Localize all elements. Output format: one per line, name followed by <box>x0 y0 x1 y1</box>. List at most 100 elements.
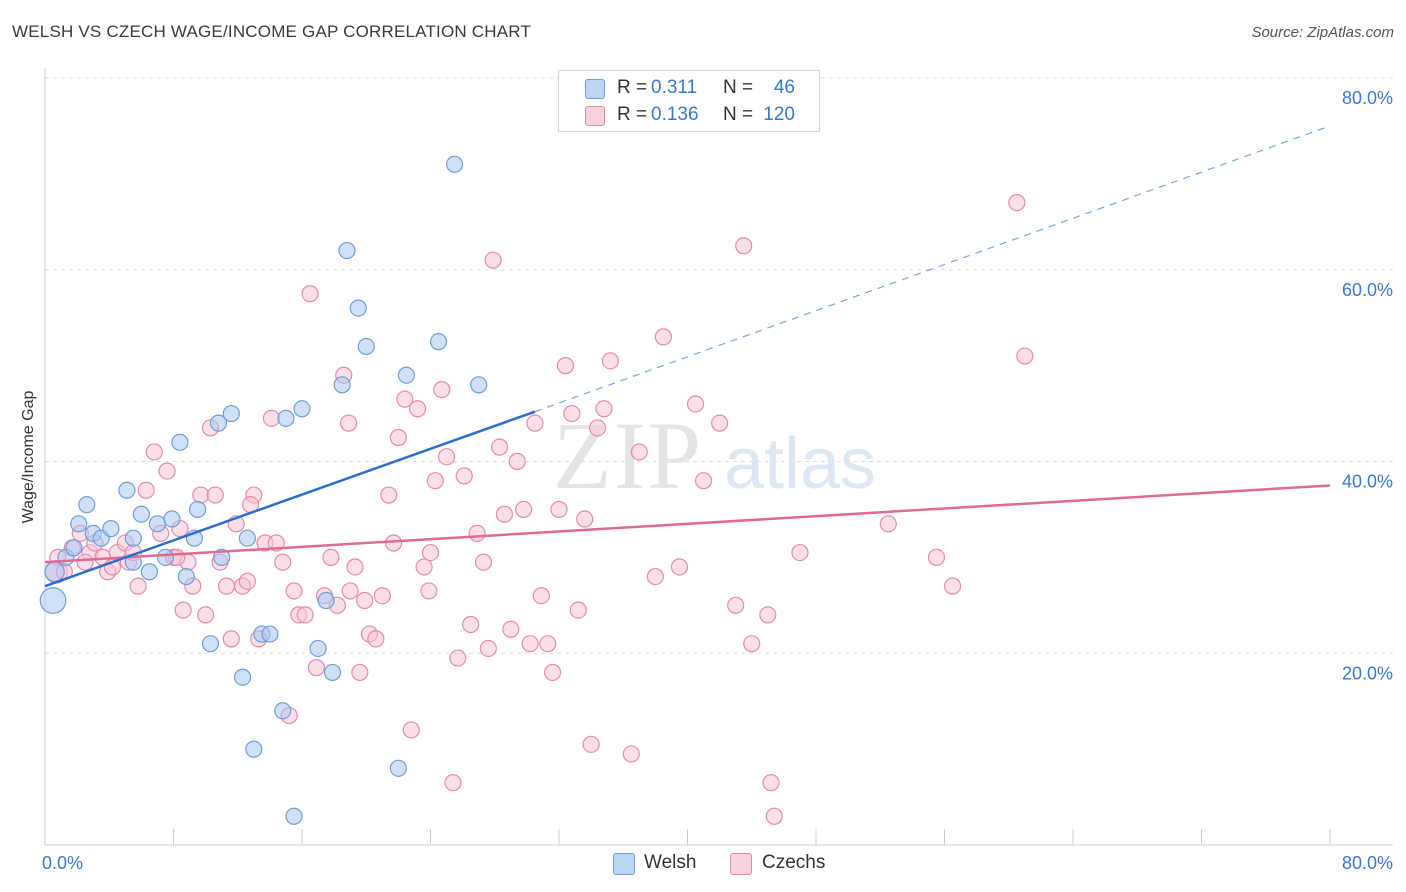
welsh-point <box>124 529 142 547</box>
czech-point <box>197 606 215 624</box>
czech-point <box>670 558 689 576</box>
x-tick-label: 80.0% <box>1342 853 1393 873</box>
welsh-point <box>245 740 263 758</box>
czech-point <box>217 577 236 595</box>
czech-point <box>569 601 587 619</box>
czech-point <box>346 558 364 576</box>
czech-n-label: N = <box>723 104 754 125</box>
welsh-point <box>233 668 252 686</box>
czech-point <box>415 558 433 576</box>
czech-point <box>556 357 575 375</box>
welsh-r-value: 0.311 <box>651 77 698 98</box>
czech-point <box>563 404 581 423</box>
welsh-point <box>338 241 356 260</box>
czech-point <box>791 543 809 562</box>
welsh-point <box>261 625 279 643</box>
welsh-swatch <box>585 79 605 99</box>
czech-point <box>943 577 962 595</box>
czech-legend-swatch <box>730 853 752 875</box>
welsh-legend-swatch <box>613 853 635 875</box>
czech-point <box>762 774 780 792</box>
czech-point <box>402 721 420 739</box>
welsh-point <box>389 759 407 777</box>
czech-point <box>367 630 385 648</box>
welsh-point <box>470 376 488 394</box>
welsh-n-value: 46 <box>773 77 795 98</box>
czech-point <box>137 481 155 499</box>
grid-layer <box>45 77 1393 654</box>
welsh-point <box>177 567 195 586</box>
welsh-point <box>171 433 189 451</box>
czech-point <box>526 414 544 432</box>
welsh-point <box>277 409 295 427</box>
welsh-point <box>285 807 303 825</box>
czech-point <box>654 328 673 346</box>
czech-point <box>206 486 224 504</box>
welsh-point <box>222 404 240 423</box>
czech-point <box>595 400 613 418</box>
czech-r-value: 0.136 <box>651 104 699 125</box>
czech-point <box>539 635 557 653</box>
czech-swatch <box>585 106 605 126</box>
czech-point <box>449 649 467 667</box>
welsh-point <box>349 299 367 317</box>
welsh-point <box>163 510 181 528</box>
czech-trend-line <box>44 484 1331 564</box>
czech-point <box>711 414 729 432</box>
czech-point <box>521 635 539 653</box>
welsh-point <box>357 337 375 356</box>
welsh-point <box>333 376 351 394</box>
welsh-points <box>39 155 488 825</box>
czech-point <box>158 462 176 480</box>
welsh-point <box>39 587 67 614</box>
czech-point <box>508 452 526 471</box>
czech-point <box>426 472 444 490</box>
y-tick-label: 80.0% <box>1342 88 1393 108</box>
czech-point <box>339 414 358 432</box>
czech-point <box>420 582 438 600</box>
czech-point <box>384 534 403 552</box>
czech-point <box>474 553 493 571</box>
czech-point <box>694 472 713 490</box>
welsh-point <box>238 529 256 547</box>
czech-point <box>462 615 480 634</box>
czech-point <box>341 582 359 600</box>
axis-layer: 20.0% 40.0% 60.0% 80.0% 0.0% 80.0% <box>42 68 1393 873</box>
y-tick-label: 40.0% <box>1342 472 1393 492</box>
czech-point <box>759 606 777 624</box>
welsh-point <box>213 548 231 566</box>
czech-point <box>409 400 427 418</box>
czech-point <box>515 500 533 519</box>
czech-point <box>437 448 456 466</box>
czech-point <box>322 548 340 566</box>
czech-point <box>532 587 550 605</box>
czech-point <box>238 572 256 590</box>
czech-point <box>543 663 562 682</box>
czech-legend-label: Czechs <box>762 852 826 873</box>
welsh-trend-line <box>44 410 536 588</box>
welsh-point <box>209 414 228 432</box>
czech-point <box>622 745 640 763</box>
czech-point <box>351 663 369 682</box>
welsh-point <box>132 505 150 523</box>
welsh-point <box>445 155 464 173</box>
czech-point <box>296 606 314 624</box>
czech-point <box>174 601 192 619</box>
czech-point <box>490 438 509 456</box>
correlation-legend: R = 0.311 N = 46 R = 0.136 N = 120 <box>558 70 820 132</box>
welsh-point <box>65 539 83 557</box>
trend-lines <box>44 125 1331 588</box>
czech-point <box>630 443 648 461</box>
y-tick-label: 60.0% <box>1342 280 1393 300</box>
source-label: Source: ZipAtlas.com <box>1251 24 1394 41</box>
welsh-point <box>397 366 416 384</box>
legend-row-czechs: R = 0.136 N = 120 <box>559 102 819 130</box>
welsh-legend-label: Welsh <box>644 852 697 873</box>
welsh-point <box>156 548 175 566</box>
czech-point <box>1016 347 1034 365</box>
czech-points <box>44 194 1034 825</box>
welsh-point <box>201 635 220 653</box>
welsh-point <box>140 563 159 581</box>
czech-point <box>879 515 897 533</box>
czech-point <box>765 807 783 825</box>
